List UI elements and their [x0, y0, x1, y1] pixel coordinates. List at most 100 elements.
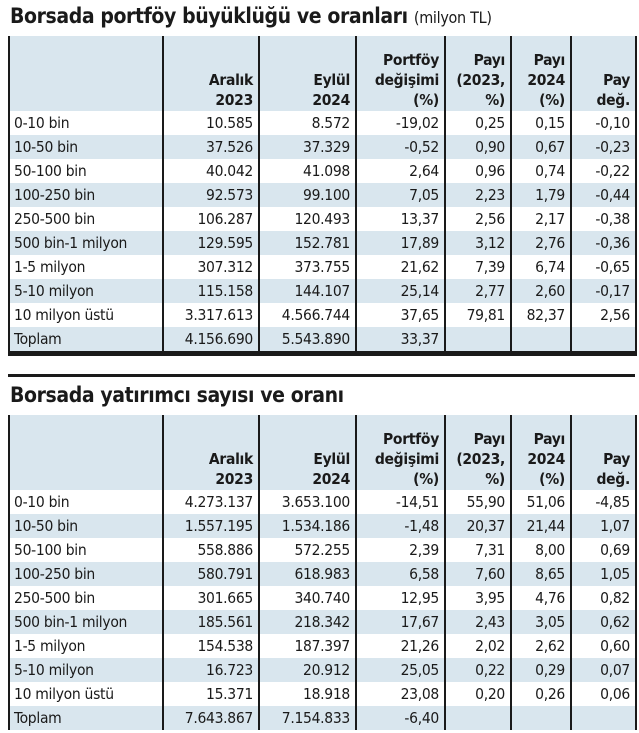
cell-portfolio-change: 21,26	[355, 634, 446, 658]
header-cell-label	[8, 415, 164, 490]
cell-share-2024: 0,26	[510, 682, 572, 706]
cell-share-2023: 0,22	[444, 658, 512, 682]
portfolio-size-table: Aralık 2023 Eylül 2024 Portföy değişimi (%) …	[8, 36, 637, 356]
table-row: 100-250 bin 92.573 99.100 7,05 2,23 1,79 -0,44	[8, 183, 637, 207]
table-row: 0-10 bin 10.585 8.572 -19,02 0,25 0,15 -0,10	[8, 111, 637, 135]
cell-share-2023: 2,56	[444, 207, 512, 231]
table-row: 100-250 bin 580.791 618.983 6,58 7,60 8,65 1,0…	[8, 562, 637, 586]
cell-portfolio-change: 13,37	[355, 207, 446, 231]
cell-share-change: -0,44	[570, 183, 637, 207]
cell-row-label: 500 bin-1 milyon	[8, 231, 164, 255]
cell-sep-2024: 1.534.186	[258, 514, 357, 538]
cell-dec-2023: 15.371	[162, 682, 260, 706]
cell-dec-2023: 37.526	[162, 135, 260, 159]
cell-sep-2024: 3.653.100	[258, 490, 357, 514]
table-row: 500 bin-1 milyon 129.595 152.781 17,89 3,12 2…	[8, 231, 637, 255]
cell-share-2024	[510, 706, 572, 730]
cell-share-2023: 7,31	[444, 538, 512, 562]
cell-share-2024	[510, 327, 572, 356]
cell-row-label: Toplam	[8, 327, 164, 356]
cell-row-label: 10-50 bin	[8, 135, 164, 159]
cell-row-label: 0-10 bin	[8, 111, 164, 135]
cell-share-2024: 6,74	[510, 255, 572, 279]
table-row: 1-5 milyon 307.312 373.755 21,62 7,39 6,74 -0,…	[8, 255, 637, 279]
cell-share-2024: 21,44	[510, 514, 572, 538]
header-cell-share-2024: Payı 2024 (%)	[510, 415, 572, 490]
header-cell-share-2024: Payı 2024 (%)	[510, 36, 572, 111]
cell-dec-2023: 307.312	[162, 255, 260, 279]
cell-portfolio-change: 23,08	[355, 682, 446, 706]
cell-share-2024: 8,65	[510, 562, 572, 586]
cell-share-2023: 55,90	[444, 490, 512, 514]
cell-share-change: 2,56	[570, 303, 637, 327]
cell-share-change: 0,62	[570, 610, 637, 634]
cell-dec-2023: 3.317.613	[162, 303, 260, 327]
table-row: 500 bin-1 milyon 185.561 218.342 17,67 2,43 3…	[8, 610, 637, 634]
cell-share-change	[570, 327, 637, 356]
portfolio-table-body: 0-10 bin 10.585 8.572 -19,02 0,25 0,15 -0,10 10…	[8, 111, 637, 356]
header-cell-dec-2023: Aralık 2023	[162, 415, 260, 490]
header-cell-portfolio-change: Portföy değişimi (%)	[355, 415, 446, 490]
cell-share-2024: 0,29	[510, 658, 572, 682]
cell-share-2023: 7,60	[444, 562, 512, 586]
cell-share-2023	[444, 327, 512, 356]
cell-row-label: 5-10 milyon	[8, 658, 164, 682]
cell-share-2024: 2,62	[510, 634, 572, 658]
cell-portfolio-change: 2,64	[355, 159, 446, 183]
investor-table-body: 0-10 bin 4.273.137 3.653.100 -14,51 55,90 51,…	[8, 490, 637, 730]
cell-portfolio-change: 2,39	[355, 538, 446, 562]
cell-dec-2023: 580.791	[162, 562, 260, 586]
cell-portfolio-change: -1,48	[355, 514, 446, 538]
cell-sep-2024: 340.740	[258, 586, 357, 610]
cell-dec-2023: 154.538	[162, 634, 260, 658]
portfolio-table-header: Aralık 2023 Eylül 2024 Portföy değişimi (%) …	[8, 36, 637, 111]
cell-share-change: 0,82	[570, 586, 637, 610]
cell-dec-2023: 92.573	[162, 183, 260, 207]
cell-dec-2023: 16.723	[162, 658, 260, 682]
cell-sep-2024: 7.154.833	[258, 706, 357, 730]
cell-sep-2024: 618.983	[258, 562, 357, 586]
cell-portfolio-change: -0,52	[355, 135, 446, 159]
cell-share-2023	[444, 706, 512, 730]
cell-share-change: -0,65	[570, 255, 637, 279]
cell-share-change: -0,23	[570, 135, 637, 159]
cell-share-2023: 3,12	[444, 231, 512, 255]
cell-sep-2024: 20.912	[258, 658, 357, 682]
cell-share-2023: 7,39	[444, 255, 512, 279]
cell-share-change: -0,22	[570, 159, 637, 183]
cell-sep-2024: 41.098	[258, 159, 357, 183]
cell-share-2024: 2,60	[510, 279, 572, 303]
header-cell-sep-2024: Eylül 2024	[258, 36, 357, 111]
cell-share-change: -0,17	[570, 279, 637, 303]
investor-table-header: Aralık 2023 Eylül 2024 Portföy değişimi (%) …	[8, 415, 637, 490]
cell-share-change: -0,10	[570, 111, 637, 135]
header-cell-share-change: Pay değ.	[570, 415, 637, 490]
cell-share-2024: 82,37	[510, 303, 572, 327]
cell-sep-2024: 5.543.890	[258, 327, 357, 356]
cell-row-label: 10 milyon üstü	[8, 682, 164, 706]
cell-dec-2023: 129.595	[162, 231, 260, 255]
table-row: 250-500 bin 301.665 340.740 12,95 3,95 4,76 0,…	[8, 586, 637, 610]
cell-row-label: 50-100 bin	[8, 538, 164, 562]
investor-table-title: Borsada yatırımcı sayısı ve oranı	[10, 383, 344, 407]
cell-sep-2024: 8.572	[258, 111, 357, 135]
cell-row-label: 250-500 bin	[8, 586, 164, 610]
cell-share-2024: 1,79	[510, 183, 572, 207]
table-row: 50-100 bin 558.886 572.255 2,39 7,31 8,00 0,69	[8, 538, 637, 562]
cell-portfolio-change: 37,65	[355, 303, 446, 327]
cell-share-2023: 20,37	[444, 514, 512, 538]
total-row: Toplam 7.643.867 7.154.833 -6,40	[8, 706, 637, 730]
cell-share-2024: 0,15	[510, 111, 572, 135]
cell-share-change: -0,36	[570, 231, 637, 255]
cell-dec-2023: 301.665	[162, 586, 260, 610]
cell-portfolio-change: 25,05	[355, 658, 446, 682]
cell-row-label: 1-5 milyon	[8, 255, 164, 279]
header-cell-share-2023: Payı (2023,%)	[444, 36, 512, 111]
header-cell-sep-2024: Eylül 2024	[258, 415, 357, 490]
cell-share-change: 0,07	[570, 658, 637, 682]
cell-row-label: 100-250 bin	[8, 562, 164, 586]
cell-share-change: 0,60	[570, 634, 637, 658]
cell-sep-2024: 99.100	[258, 183, 357, 207]
section-divider	[8, 374, 635, 377]
cell-row-label: 50-100 bin	[8, 159, 164, 183]
